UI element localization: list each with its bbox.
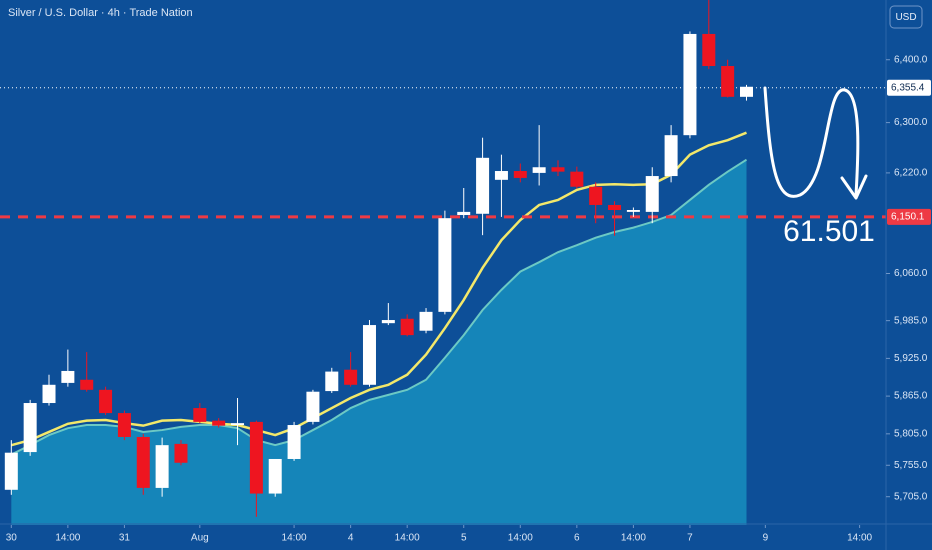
candle-body	[4, 452, 18, 490]
candle-body	[645, 176, 659, 212]
candle-body	[23, 403, 37, 453]
candle-body	[268, 458, 282, 494]
candle-body	[551, 167, 565, 172]
price-level-label: 6,150.1	[891, 211, 925, 222]
x-tick-label: 4	[348, 533, 354, 544]
x-tick-label: 7	[687, 533, 693, 544]
candle-body	[438, 218, 452, 312]
x-tick-label: 14:00	[508, 533, 533, 544]
candle-body	[419, 311, 433, 331]
x-tick-label: 6	[574, 533, 580, 544]
candle-body	[42, 384, 56, 404]
candle-body	[61, 370, 75, 383]
y-tick-label: 5,805.0	[894, 428, 928, 439]
candle-body	[740, 86, 754, 97]
y-tick-label: 5,755.0	[894, 460, 928, 471]
candle-body	[306, 391, 320, 422]
candle-body	[381, 320, 395, 324]
candle-body	[80, 379, 94, 390]
candle-body	[136, 436, 150, 488]
forecast-arrowhead	[840, 174, 868, 200]
price-level-badge	[887, 79, 931, 96]
y-tick-label: 6,400.0	[894, 54, 928, 65]
plot-area	[0, 0, 886, 525]
x-tick-label: Aug	[191, 533, 209, 544]
moving-average	[10, 131, 747, 447]
candle-body	[117, 413, 131, 437]
target-annotation: 61.501	[783, 215, 875, 248]
candle-body	[99, 389, 113, 414]
chart-title: Silver / U.S. Dollar · 4h · Trade Nation	[8, 7, 193, 19]
candle-body	[400, 318, 414, 336]
candle-body	[608, 204, 622, 210]
x-tick-label: 14:00	[847, 533, 872, 544]
y-tick-label: 6,220.0	[894, 168, 928, 179]
y-tick-label: 6,060.0	[894, 268, 928, 279]
candle-body	[174, 443, 188, 463]
forecast-arrow	[763, 86, 860, 198]
y-tick-label: 5,865.0	[894, 391, 928, 402]
y-tick-label: 5,985.0	[894, 315, 928, 326]
area-line	[10, 158, 748, 456]
candle-body	[626, 210, 640, 212]
candle-body	[193, 408, 207, 422]
candle-body	[212, 420, 226, 426]
candle-body	[683, 33, 697, 136]
x-tick-label: 14:00	[55, 533, 80, 544]
candle-body	[570, 171, 584, 187]
candle-body	[287, 425, 301, 459]
y-tick-label: 5,705.0	[894, 491, 928, 502]
candle-body	[494, 171, 508, 180]
price-level-label: 6,355.4	[891, 82, 925, 93]
candle-body	[589, 186, 603, 205]
candle-body	[457, 211, 471, 216]
y-tick-label: 5,925.0	[894, 353, 928, 364]
candle-body	[664, 135, 678, 177]
candle-body	[231, 423, 245, 426]
candle-body	[532, 167, 546, 173]
candle-body	[721, 66, 735, 97]
candle-body	[325, 371, 339, 392]
candle-body	[362, 325, 376, 385]
candle-body	[476, 157, 490, 214]
x-tick-label: 9	[763, 533, 769, 544]
x-tick-label: 14:00	[395, 533, 420, 544]
x-tick-label: 31	[119, 533, 131, 544]
price-level-badge	[887, 208, 931, 225]
candle-body	[155, 445, 169, 488]
y-tick-label: 6,300.0	[894, 117, 928, 128]
x-tick-label: 14:00	[282, 533, 307, 544]
candle-body	[702, 33, 716, 67]
candle-body	[513, 171, 527, 178]
candle-body	[249, 421, 263, 494]
x-tick-label: 14:00	[621, 533, 646, 544]
candle-body	[344, 369, 358, 385]
x-tick-label: 5	[461, 533, 467, 544]
x-tick-label: 30	[6, 533, 18, 544]
currency-label[interactable]: USD	[895, 12, 916, 23]
currency-button[interactable]	[889, 5, 923, 29]
